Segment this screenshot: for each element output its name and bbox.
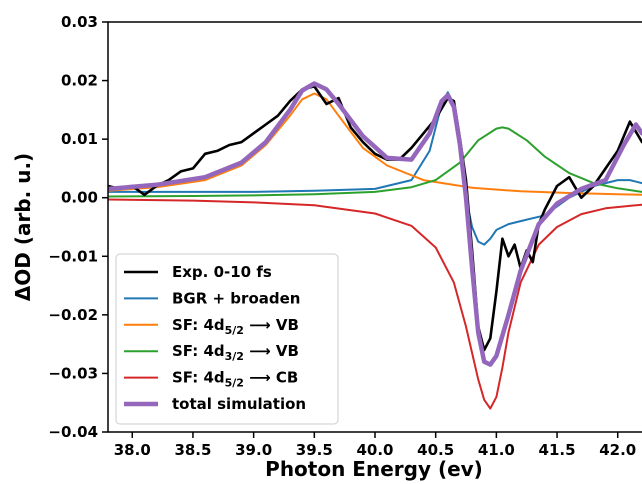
x-tick-label: 40.0	[356, 441, 393, 459]
legend-text-main: SF: 4d	[172, 316, 225, 334]
legend-entry: BGR + broaden	[172, 289, 300, 307]
y-tick-label: 0.01	[61, 130, 98, 148]
y-tick-label: 0.02	[61, 72, 98, 90]
legend-text-main: BGR + broaden	[172, 289, 300, 307]
legend-box	[115, 253, 339, 425]
x-axis: 38.0 38.5 39.0 39.5 40.0 40.5 41.0 41.5 42.0	[114, 432, 636, 459]
x-tick-label: 40.5	[417, 441, 454, 459]
x-tick-label: 39.0	[235, 441, 272, 459]
x-tick-label: 41.0	[478, 441, 515, 459]
x-tick-label: 39.5	[296, 441, 333, 459]
legend-subscript: 5/2	[225, 324, 244, 337]
x-tick-label: 41.5	[539, 441, 576, 459]
plot-frame	[107, 21, 642, 433]
legend-text-main: SF: 4d	[172, 369, 225, 387]
series-line-4	[108, 198, 642, 410]
x-axis-label: Photon Energy (ev)	[265, 457, 483, 481]
series-line-3	[108, 126, 642, 198]
series-line-0	[108, 85, 642, 352]
y-tick-label: −0.01	[48, 247, 98, 265]
legend-text-main: SF: 4d	[172, 342, 225, 360]
y-tick-label: −0.04	[48, 423, 98, 441]
legend-text-tail: ⟶ CB	[244, 369, 298, 387]
y-tick-label: 0.03	[61, 13, 98, 31]
legend-text-main: total simulation	[172, 395, 306, 413]
series-line-5	[108, 81, 642, 367]
legend-subscript: 3/2	[225, 350, 244, 363]
y-tick-label: −0.03	[48, 364, 98, 382]
y-tick-label: −0.02	[48, 306, 98, 324]
legend-entry: Exp. 0-10 fs	[172, 263, 272, 281]
legend-text-main: Exp. 0-10 fs	[172, 263, 272, 281]
legend-entry: SF: 4d5/2 ⟶ VB	[172, 316, 299, 337]
legend-entry: SF: 4d5/2 ⟶ CB	[172, 369, 298, 390]
x-tick-label: 38.0	[114, 441, 151, 459]
y-axis: 0.03 0.02 0.01 0.00 −0.01 −0.02 −0.03 −0.04	[48, 13, 108, 441]
series-line-1	[108, 91, 642, 246]
x-tick-label: 38.5	[174, 441, 211, 459]
legend-entry: SF: 4d3/2 ⟶ VB	[172, 342, 299, 363]
y-axis-label: ΔOD (arb. u.)	[11, 153, 35, 301]
legend-entry: total simulation	[172, 395, 306, 413]
series-line-2	[108, 92, 642, 196]
series-layer	[108, 81, 642, 410]
legend-text-tail: ⟶ VB	[244, 316, 299, 334]
x-tick-label: 42.0	[599, 441, 636, 459]
legend-text-tail: ⟶ VB	[244, 342, 299, 360]
y-tick-label: 0.00	[61, 189, 98, 207]
legend-subscript: 5/2	[225, 377, 244, 390]
